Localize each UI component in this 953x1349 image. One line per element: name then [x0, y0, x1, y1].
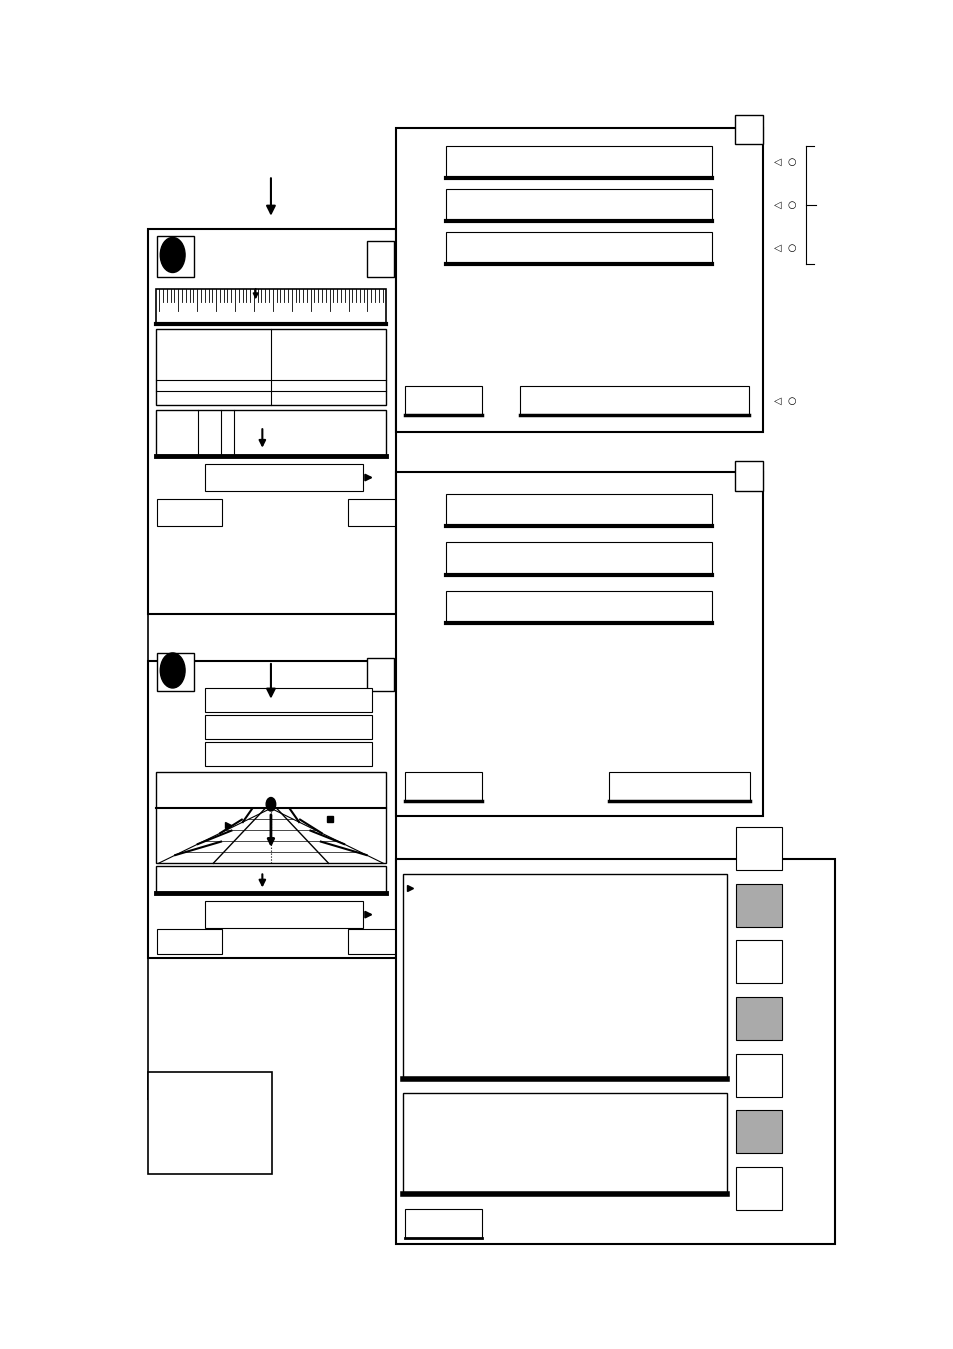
Text: ○: ○	[786, 243, 795, 254]
Bar	[734, 859, 783, 1244]
Text: ○: ○	[786, 395, 795, 406]
Bar	[446, 232, 711, 264]
Bar	[157, 653, 193, 691]
Bar	[736, 827, 781, 870]
Bar	[608, 772, 749, 801]
Bar	[736, 884, 781, 927]
Bar	[734, 115, 762, 144]
Bar	[736, 940, 781, 983]
Circle shape	[266, 797, 275, 811]
Bar	[405, 1209, 481, 1238]
Bar	[402, 1093, 726, 1194]
Bar	[446, 146, 711, 178]
Bar	[736, 1167, 781, 1210]
Text: ◁: ◁	[773, 156, 781, 167]
Circle shape	[160, 653, 185, 688]
Bar	[155, 772, 386, 863]
Bar	[348, 929, 397, 954]
Bar	[395, 128, 762, 432]
Bar	[395, 859, 834, 1244]
Text: ○: ○	[786, 156, 795, 167]
Bar	[446, 542, 711, 575]
Bar	[405, 772, 481, 801]
Text: ◁: ◁	[773, 243, 781, 254]
Bar	[348, 499, 397, 526]
Bar	[402, 874, 726, 1079]
Text: ◁: ◁	[773, 395, 781, 406]
Bar	[148, 229, 395, 614]
Bar	[205, 715, 372, 739]
Bar	[395, 472, 762, 816]
Text: ◁: ◁	[773, 200, 781, 210]
Bar	[155, 410, 386, 456]
Circle shape	[160, 237, 185, 272]
Text: ○: ○	[786, 200, 795, 210]
Bar	[367, 658, 394, 691]
Bar	[157, 236, 193, 277]
Bar	[736, 1110, 781, 1153]
Bar	[519, 386, 748, 415]
Bar	[205, 688, 372, 712]
Bar	[155, 329, 386, 405]
Bar	[205, 901, 362, 928]
Bar	[446, 494, 711, 526]
Bar	[148, 1072, 272, 1174]
Bar	[148, 661, 395, 958]
Bar	[205, 742, 372, 766]
Bar	[405, 386, 481, 415]
Bar	[736, 997, 781, 1040]
Bar	[157, 929, 222, 954]
Bar	[446, 189, 711, 221]
Bar	[157, 499, 222, 526]
Bar	[734, 461, 762, 491]
Bar	[205, 464, 362, 491]
Bar	[736, 1054, 781, 1097]
Bar	[446, 591, 711, 623]
Bar	[155, 866, 386, 893]
Bar	[155, 289, 386, 324]
Bar	[367, 241, 394, 277]
